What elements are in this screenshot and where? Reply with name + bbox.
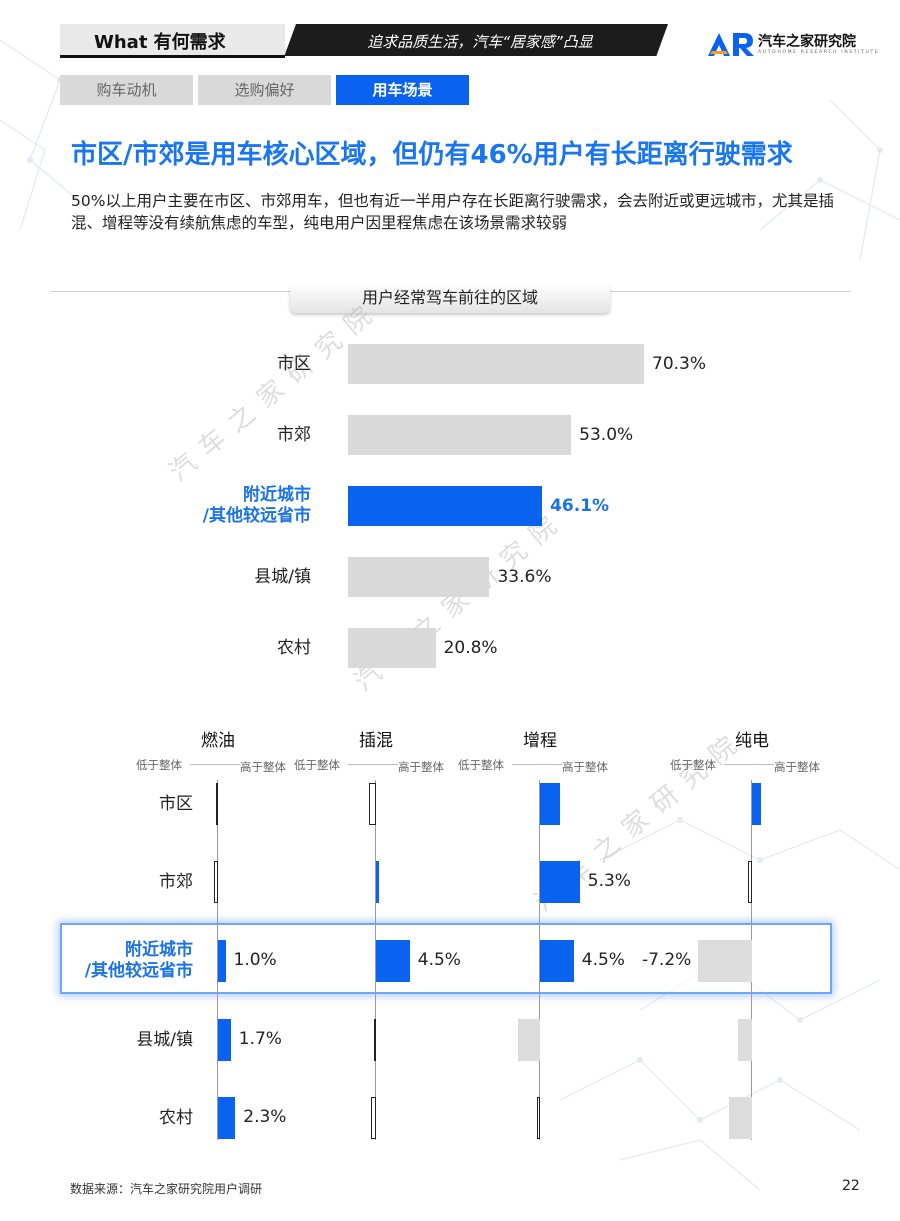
bar [218, 1019, 231, 1061]
high-label: 高于整体 [774, 760, 820, 774]
bar [376, 940, 410, 982]
bar [213, 861, 218, 903]
bar [752, 783, 761, 825]
logo-subtext: AUTOHOME RESEARCH INSTITUTE [758, 50, 880, 55]
section-label-bar [60, 24, 285, 58]
category-label: 附近城市 [125, 940, 193, 960]
data-label: 4.5% [581, 950, 625, 970]
logo-text: 汽车之家研究院 [758, 34, 856, 50]
page-number: 22 [842, 1178, 860, 1194]
summary-paragraph: 50%以上用户主要在市区、市郊用车，但也有近一半用户存在长距离行驶需求，会去附近… [71, 192, 834, 232]
data-label: 1.0% [233, 950, 277, 970]
category-label: 附近城市 [243, 485, 311, 505]
bar [370, 1097, 376, 1139]
high-label: 高于整体 [562, 760, 608, 774]
bar [218, 940, 226, 982]
category-label: 农村 [159, 1107, 193, 1128]
data-label: -7.2% [642, 950, 692, 970]
category-label: 县城/镇 [254, 566, 311, 587]
low-label: 低于整体 [458, 758, 504, 772]
series-title: 插混 [359, 731, 393, 751]
zero-axis [375, 780, 376, 1140]
bar [540, 861, 580, 903]
category-label: /其他较远省市 [202, 506, 311, 526]
data-label: 20.8% [443, 638, 498, 658]
series-title: 纯电 [735, 731, 769, 751]
category-label: 市区 [277, 353, 311, 374]
tab-usage-scenario[interactable]: 用车场景 [336, 75, 469, 105]
category-label: 市区 [159, 793, 193, 814]
data-label: 46.1% [550, 496, 610, 516]
category-label: 市郊 [159, 871, 193, 892]
data-label: 2.3% [243, 1107, 287, 1127]
bar [540, 940, 574, 982]
bar [540, 783, 560, 825]
bar [747, 861, 752, 903]
series-title: 增程 [523, 731, 557, 751]
data-label: 53.0% [579, 425, 634, 445]
bar [348, 344, 644, 384]
region-bar-chart: 70.3% 市区 53.0% 市郊 46.1% 附近城市/其他较远省市 33.6% 县城/镇 2… [202, 344, 707, 668]
tab-purchase-preference[interactable]: 选购偏好 [198, 75, 331, 105]
axis-arrow [512, 764, 562, 765]
axis-arrow [724, 764, 774, 765]
header-banner-text: 追求品质生活，汽车“居家感”凸显 [367, 33, 593, 51]
high-label: 高于整体 [240, 760, 286, 774]
bar [518, 1019, 540, 1061]
chart-title: 用户经常驾车前往的区域 [290, 283, 610, 313]
axis-arrow [348, 764, 398, 765]
low-label: 低于整体 [136, 758, 182, 772]
bar [348, 628, 436, 668]
bar [376, 861, 379, 903]
bar [698, 940, 752, 982]
axis-arrow [190, 764, 240, 765]
bar [348, 415, 572, 455]
bar [537, 1097, 540, 1139]
bar [348, 557, 490, 597]
tab-purchase-motive[interactable]: 购车动机 [60, 75, 193, 105]
category-label: 市郊 [277, 424, 311, 445]
zero-axis [217, 780, 218, 1140]
data-label: 5.3% [587, 871, 631, 891]
data-source-note: 数据来源：汽车之家研究院用户调研 [70, 1182, 263, 1196]
bar [374, 1019, 376, 1061]
data-label: 4.5% [417, 950, 461, 970]
bar [728, 1097, 752, 1139]
bar [218, 1097, 236, 1139]
low-label: 低于整体 [294, 758, 340, 772]
low-label: 低于整体 [670, 758, 716, 772]
data-label: 1.7% [238, 1029, 282, 1049]
high-label: 高于整体 [398, 760, 444, 774]
bar [215, 783, 218, 825]
category-label: /其他较远省市 [84, 961, 193, 981]
bar [368, 783, 376, 825]
page-headline: 市区/市郊是用车核心区域，但仍有46%用户有长距离行驶需求 [71, 140, 793, 170]
category-label: 县城/镇 [136, 1029, 193, 1050]
logo-icon [708, 33, 754, 56]
zero-axis [539, 780, 540, 1140]
bar [737, 1019, 752, 1061]
category-label: 农村 [277, 637, 311, 658]
data-label: 70.3% [652, 354, 707, 374]
bar [348, 486, 543, 526]
series-title: 燃油 [201, 731, 235, 751]
data-label: 33.6% [497, 567, 552, 587]
section-label: What 有何需求 [94, 32, 226, 53]
